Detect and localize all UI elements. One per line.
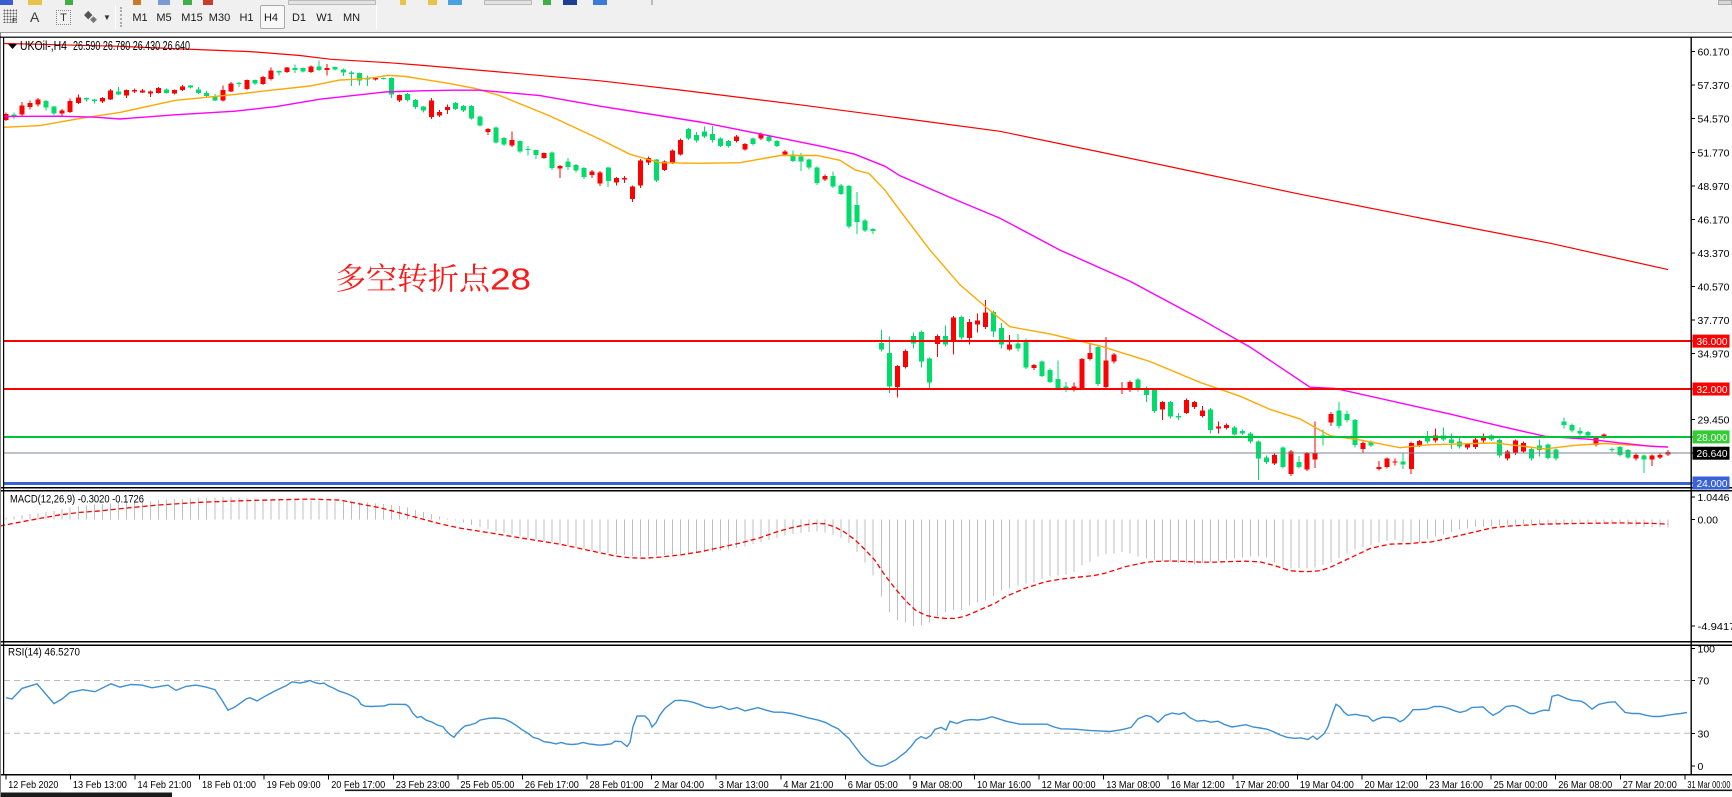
svg-text:10 Mar 16:00: 10 Mar 16:00 <box>977 779 1031 791</box>
svg-text:26.590 26.780 26.430 26.640: 26.590 26.780 26.430 26.640 <box>73 39 190 53</box>
svg-text:0: 0 <box>1698 761 1704 773</box>
svg-text:29.450: 29.450 <box>1698 415 1730 427</box>
svg-text:0.00: 0.00 <box>1698 515 1719 527</box>
svg-text:70: 70 <box>1698 676 1710 688</box>
svg-text:23 Feb 23:00: 23 Feb 23:00 <box>396 779 450 791</box>
svg-text:19 Feb 09:00: 19 Feb 09:00 <box>267 779 321 791</box>
svg-text:2 Mar 04:00: 2 Mar 04:00 <box>654 779 704 791</box>
svg-text:20 Feb 17:00: 20 Feb 17:00 <box>331 779 385 791</box>
svg-text:1.0446: 1.0446 <box>1698 492 1730 504</box>
svg-text:26 Feb 17:00: 26 Feb 17:00 <box>525 779 579 791</box>
svg-text:26 Mar 08:00: 26 Mar 08:00 <box>1558 779 1612 791</box>
svg-text:46.170: 46.170 <box>1698 214 1730 226</box>
svg-text:12 Feb 2020: 12 Feb 2020 <box>8 779 58 791</box>
svg-text:57.370: 57.370 <box>1698 80 1730 92</box>
svg-text:23 Mar 16:00: 23 Mar 16:00 <box>1429 779 1483 791</box>
svg-text:28 Feb 01:00: 28 Feb 01:00 <box>590 779 644 791</box>
svg-text:19 Mar 04:00: 19 Mar 04:00 <box>1300 779 1354 791</box>
svg-text:6 Mar 05:00: 6 Mar 05:00 <box>848 779 898 791</box>
svg-text:-4.9417: -4.9417 <box>1698 621 1732 633</box>
svg-text:20 Mar 12:00: 20 Mar 12:00 <box>1365 779 1419 791</box>
svg-text:12 Mar 00:00: 12 Mar 00:00 <box>1042 779 1096 791</box>
svg-text:34.970: 34.970 <box>1698 348 1730 360</box>
svg-text:13 Feb 13:00: 13 Feb 13:00 <box>73 779 127 791</box>
svg-text:40.570: 40.570 <box>1698 281 1730 293</box>
svg-text:MACD(12,26,9) -0.3020 -0.1726: MACD(12,26,9) -0.3020 -0.1726 <box>10 494 144 506</box>
svg-text:36.000: 36.000 <box>1697 336 1728 348</box>
svg-text:32.000: 32.000 <box>1697 384 1728 396</box>
svg-text:4 Mar 21:00: 4 Mar 21:00 <box>783 779 833 791</box>
svg-text:14 Feb 21:00: 14 Feb 21:00 <box>138 779 192 791</box>
svg-text:9 Mar 08:00: 9 Mar 08:00 <box>912 779 962 791</box>
svg-text:3 Mar 13:00: 3 Mar 13:00 <box>719 779 769 791</box>
svg-text:UKOil-,H4: UKOil-,H4 <box>20 39 67 53</box>
svg-text:18 Feb 01:00: 18 Feb 01:00 <box>202 779 256 791</box>
svg-text:24.000: 24.000 <box>1697 478 1728 490</box>
svg-text:28.000: 28.000 <box>1697 432 1728 444</box>
svg-text:51.770: 51.770 <box>1698 147 1730 159</box>
svg-text:13 Mar 08:00: 13 Mar 08:00 <box>1106 779 1160 791</box>
svg-text:28: 28 <box>490 262 531 297</box>
svg-text:60.170: 60.170 <box>1698 47 1730 59</box>
svg-text:26.640: 26.640 <box>1697 448 1728 460</box>
svg-text:RSI(14) 46.5270: RSI(14) 46.5270 <box>8 647 80 659</box>
svg-text:100: 100 <box>1698 644 1716 656</box>
svg-text:37.770: 37.770 <box>1698 315 1730 327</box>
svg-text:25 Mar 00:00: 25 Mar 00:00 <box>1494 779 1548 791</box>
svg-text:27 Mar 20:00: 27 Mar 20:00 <box>1623 779 1677 791</box>
svg-text:17 Mar 20:00: 17 Mar 20:00 <box>1235 779 1289 791</box>
svg-text:25 Feb 05:00: 25 Feb 05:00 <box>460 779 514 791</box>
svg-text:43.370: 43.370 <box>1698 248 1730 260</box>
svg-text:31 Mar 00:00: 31 Mar 00:00 <box>1687 779 1730 791</box>
svg-text:48.970: 48.970 <box>1698 181 1730 193</box>
svg-text:30: 30 <box>1698 728 1710 740</box>
svg-text:16 Mar 12:00: 16 Mar 12:00 <box>1171 779 1225 791</box>
svg-text:54.570: 54.570 <box>1698 114 1730 126</box>
